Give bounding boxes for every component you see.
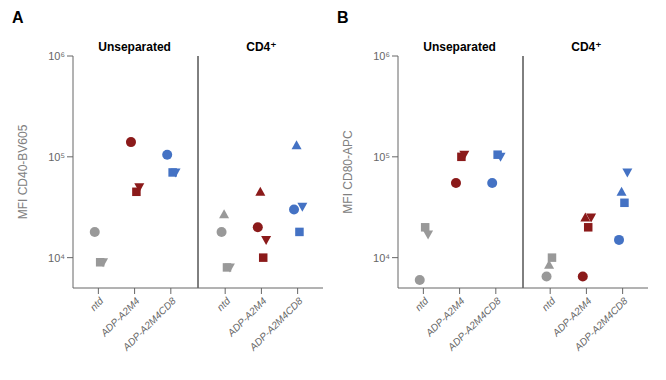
html-text:A: A bbox=[12, 9, 24, 26]
svg-text:10⁶: 10⁶ bbox=[48, 50, 65, 62]
svg-text:CD4⁺: CD4⁺ bbox=[246, 40, 276, 54]
svg-text:Unseparated: Unseparated bbox=[423, 40, 496, 54]
svg-text:CD4⁺: CD4⁺ bbox=[571, 40, 601, 54]
svg-text:MFI CD40-BV605: MFI CD40-BV605 bbox=[16, 124, 30, 219]
svg-text:MFI CD80-APC: MFI CD80-APC bbox=[341, 130, 355, 214]
svg-text:10⁴: 10⁴ bbox=[48, 252, 65, 264]
svg-text:ADP-A2M4CD8: ADP-A2M4CD8 bbox=[247, 295, 305, 353]
svg-text:10⁶: 10⁶ bbox=[373, 50, 390, 62]
svg-text:ntd: ntd bbox=[540, 295, 558, 313]
svg-text:10⁴: 10⁴ bbox=[373, 252, 390, 264]
svg-text:ntd: ntd bbox=[88, 295, 106, 313]
svg-text:ADP-A2M4CD8: ADP-A2M4CD8 bbox=[445, 295, 503, 353]
svg-text:ntd: ntd bbox=[413, 295, 431, 313]
html-text:B: B bbox=[337, 9, 349, 26]
svg-text:ADP-A2M4CD8: ADP-A2M4CD8 bbox=[120, 295, 178, 353]
svg-text:ADP-A2M4CD8: ADP-A2M4CD8 bbox=[572, 295, 630, 353]
svg-text:ntd: ntd bbox=[215, 295, 233, 313]
svg-text:Unseparated: Unseparated bbox=[98, 40, 171, 54]
svg-text:10⁵: 10⁵ bbox=[48, 151, 65, 163]
svg-text:10⁵: 10⁵ bbox=[373, 151, 390, 163]
